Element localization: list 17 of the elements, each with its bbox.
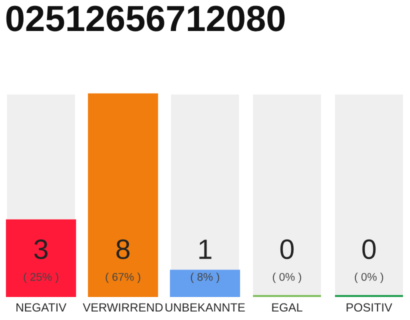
bar: [170, 270, 240, 298]
x-tick-label: UNBEKANNTE: [166, 303, 245, 312]
x-tick-label: NEGATIV: [16, 303, 66, 312]
annotation: ( 0% ): [272, 272, 302, 284]
chart-title: 02512656712080: [6, 6, 285, 32]
annotation: ( 0% ): [354, 272, 384, 284]
data-label: 0: [362, 239, 376, 260]
x-tick-label: VERWIRREND: [82, 303, 163, 312]
data-label: 0: [280, 239, 294, 260]
data-label: 3: [34, 239, 48, 260]
x-tick-label: EGAL: [272, 303, 302, 312]
x-tick-label: POSITIV: [346, 303, 392, 312]
annotation: ( 67% ): [106, 272, 140, 284]
data-label: 8: [116, 239, 130, 260]
annotation: ( 25% ): [24, 272, 58, 284]
data-label: 1: [199, 240, 212, 259]
annotation: ( 8% ): [190, 272, 220, 284]
